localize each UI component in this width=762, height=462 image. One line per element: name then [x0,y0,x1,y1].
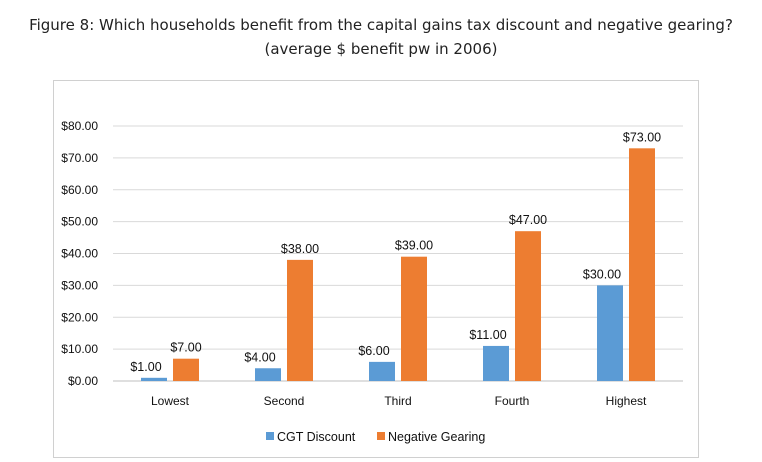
gridlines [113,125,683,382]
y-tick-label: $80.00 [61,119,98,133]
chart-subtitle: (average $ benefit pw in 2006) [264,40,498,58]
data-label: $11.00 [469,328,506,342]
y-axis: $0.00 $10.00 $20.00 $30.00 $40.00 $50.00 $60.0… [61,119,98,388]
y-tick-label: $60.00 [61,183,98,197]
chart-title: Figure 8: Which households benefit from … [29,16,733,34]
data-label: $6.00 [358,344,389,358]
negative-gearing-bar-highest [629,148,655,381]
data-label: $30.00 [583,267,621,281]
data-labels: $1.00 $7.00 $4.00 $38.00 $6.00 $39.00 $11.00 $4… [130,130,661,374]
chart-frame [53,80,699,458]
y-tick-label: $20.00 [61,310,98,324]
data-label: $7.00 [170,341,201,355]
cgt-discount-bar-second [255,368,281,381]
legend-label: CGT Discount [277,430,356,444]
y-tick-label: $40.00 [61,247,98,261]
legend-label: Negative Gearing [388,430,485,444]
y-tick-label: $50.00 [61,215,98,229]
data-label: $47.00 [509,213,547,227]
data-label: $4.00 [244,350,275,364]
y-tick-label: $30.00 [61,278,98,292]
data-label: $39.00 [395,239,433,253]
cgt-discount-bar-lowest [141,377,167,381]
data-label: $38.00 [281,242,319,256]
data-label: $1.00 [130,360,161,374]
negative-gearing-bar-lowest [173,358,199,381]
legend-swatch-cgt-discount [266,432,274,440]
x-tick-label: Fourth [495,394,530,408]
legend-swatch-negative-gearing [377,432,385,440]
x-axis: Lowest Second Third Fourth Highest [151,394,647,408]
y-tick-label: $0.00 [68,374,98,388]
x-tick-label: Second [264,394,305,408]
cgt-discount-bar-third [369,361,395,381]
cgt-discount-bar-highest [597,285,623,381]
y-tick-label: $10.00 [61,342,98,356]
negative-gearing-bar-fourth [515,231,541,381]
cgt-discount-bar-fourth [483,345,509,381]
y-tick-label: $70.00 [61,151,98,165]
x-tick-label: Lowest [151,394,190,408]
x-tick-label: Highest [606,394,647,408]
x-tick-label: Third [384,394,411,408]
legend: CGT Discount Negative Gearing [266,430,485,444]
bars [141,148,655,381]
negative-gearing-bar-second [287,259,313,381]
negative-gearing-bar-third [401,256,427,381]
data-label: $73.00 [623,130,661,144]
